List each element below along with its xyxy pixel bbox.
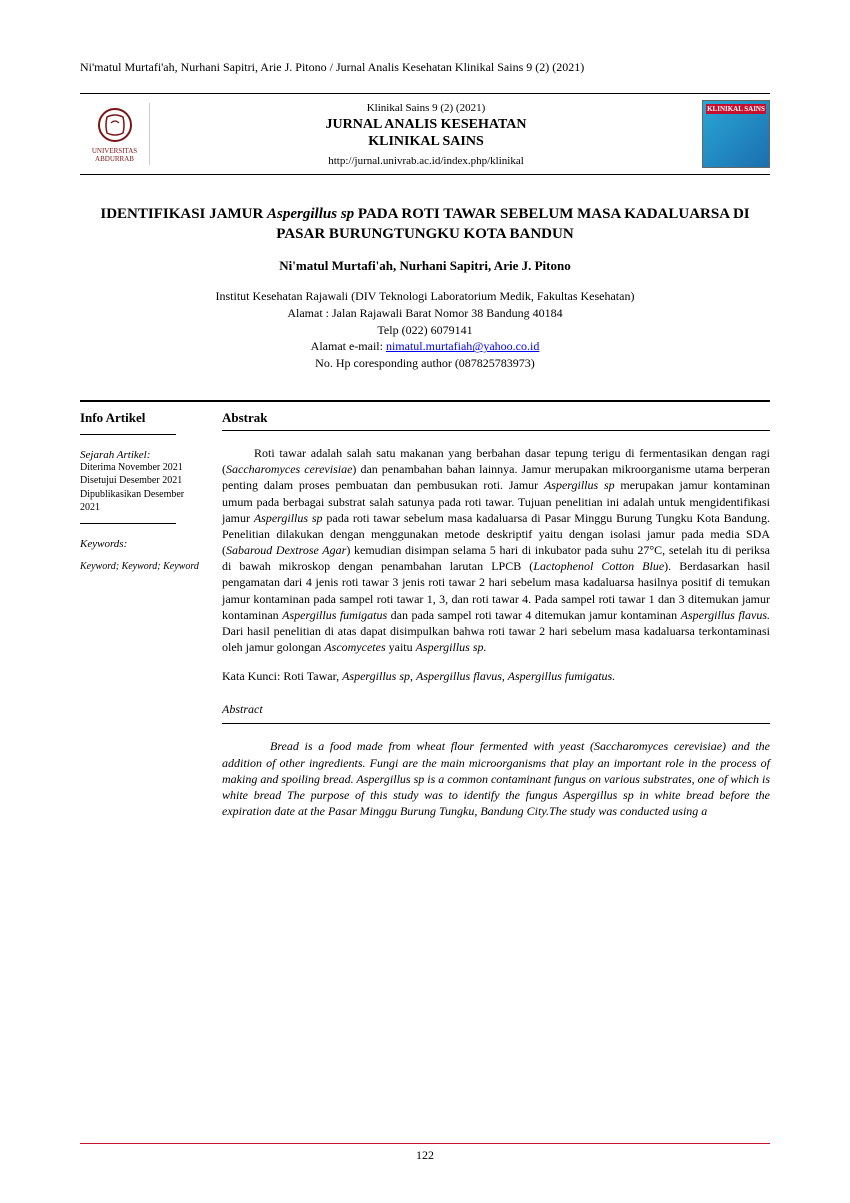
journal-url: http://jurnal.univrab.ac.id/index.php/kl… (158, 155, 694, 167)
journal-header: UNIVERSITAS ABDURRAB Klinikal Sains 9 (2… (80, 93, 770, 175)
history-title: Sejarah Artikel: (80, 449, 200, 461)
kata-kunci-value: Roti Tawar, Aspergillus sp, Aspergillus … (283, 669, 615, 683)
title-italic: Aspergillus sp (267, 206, 354, 222)
keywords-label: Keywords: (80, 538, 200, 550)
abstract-panel: Abstrak Roti tawar adalah salah satu mak… (210, 402, 770, 827)
info-artikel-panel: Info Artikel Sejarah Artikel: Diterima N… (80, 402, 210, 827)
info-abstract-row: Info Artikel Sejarah Artikel: Diterima N… (80, 400, 770, 827)
publisher-logo: UNIVERSITAS ABDURRAB (80, 103, 150, 165)
authors: Ni'matul Murtafi'ah, Nurhani Sapitri, Ar… (80, 258, 770, 274)
title-part1: IDENTIFIKASI JAMUR (100, 206, 267, 222)
abstrak-heading: Abstrak (222, 410, 770, 426)
affil-institution: Institut Kesehatan Rajawali (DIV Teknolo… (80, 288, 770, 305)
cover-title: KLINIKAL SAINS (706, 104, 766, 114)
journal-issue: Klinikal Sains 9 (2) (2021) (158, 102, 694, 114)
affil-email-link[interactable]: nimatul.murtafiah@yahoo.co.id (386, 339, 539, 353)
bottom-rule (80, 1143, 770, 1144)
running-head: Ni'matul Murtafi'ah, Nurhani Sapitri, Ar… (80, 60, 770, 75)
affil-corresponding: No. Hp coresponding author (087825783973… (80, 355, 770, 372)
divider (222, 723, 770, 724)
divider (80, 434, 176, 435)
page-number: 122 (80, 1148, 770, 1163)
info-heading: Info Artikel (80, 410, 200, 426)
kata-kunci-label: Kata Kunci: (222, 669, 283, 683)
abstract-en-body: Bread is a food made from wheat flour fe… (222, 738, 770, 819)
abstract-en-heading: Abstract (222, 702, 770, 717)
affil-address: Alamat : Jalan Rajawali Barat Nomor 38 B… (80, 305, 770, 322)
abstrak-body: Roti tawar adalah salah satu makanan yan… (222, 445, 770, 655)
abdurrab-logo-icon (95, 105, 135, 145)
divider (222, 430, 770, 431)
publisher-name: UNIVERSITAS ABDURRAB (84, 147, 145, 163)
article-title: IDENTIFIKASI JAMUR Aspergillus sp PADA R… (80, 205, 770, 244)
journal-name: JURNAL ANALIS KESEHATAN KLINIKAL SAINS (158, 116, 694, 151)
journal-cover-thumbnail: KLINIKAL SAINS (702, 100, 770, 168)
journal-info: Klinikal Sains 9 (2) (2021) JURNAL ANALI… (150, 102, 702, 167)
journal-name-line2: KLINIKAL SAINS (368, 134, 484, 149)
divider (80, 523, 176, 524)
affil-email-line: Alamat e-mail: nimatul.murtafiah@yahoo.c… (80, 338, 770, 355)
kata-kunci: Kata Kunci: Roti Tawar, Aspergillus sp, … (222, 669, 770, 684)
keywords: Keyword; Keyword; Keyword (80, 560, 200, 574)
affiliation-block: Institut Kesehatan Rajawali (DIV Teknolo… (80, 288, 770, 372)
affil-email-label: Alamat e-mail: (311, 339, 386, 353)
history-dates: Diterima November 2021 Disetujui Desembe… (80, 461, 200, 515)
affil-phone: Telp (022) 6079141 (80, 322, 770, 339)
journal-name-line1: JURNAL ANALIS KESEHATAN (326, 117, 527, 132)
